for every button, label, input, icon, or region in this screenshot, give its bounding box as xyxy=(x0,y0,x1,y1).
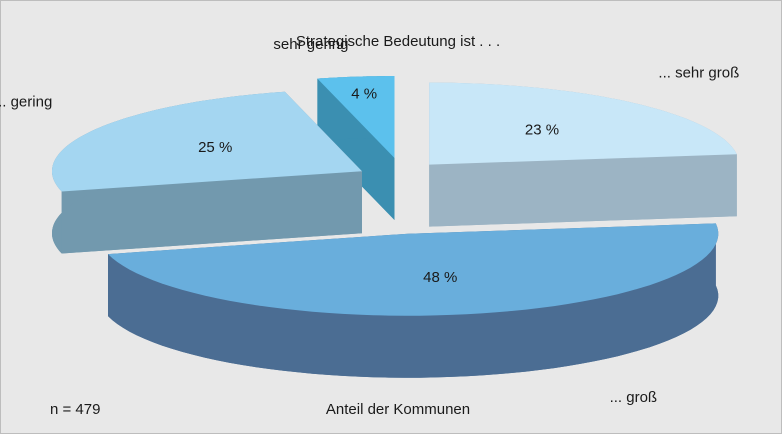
slice xyxy=(429,82,737,227)
category-label: sehr gering xyxy=(273,36,348,53)
slice xyxy=(108,223,719,378)
sample-size: n = 479 xyxy=(50,401,100,418)
category-label: ... groß xyxy=(610,389,658,406)
value-label: 25 % xyxy=(198,139,232,156)
value-label: 4 % xyxy=(351,86,377,103)
chart-title: Strategische Bedeutung ist . . . xyxy=(296,33,500,50)
slice-side xyxy=(108,223,719,378)
category-label: ... sehr groß xyxy=(658,65,739,82)
x-axis-label: Anteil der Kommunen xyxy=(326,401,470,418)
slice-wall xyxy=(429,154,737,227)
value-label: 48 % xyxy=(423,269,457,286)
slice-top xyxy=(52,91,362,192)
slice xyxy=(52,91,362,254)
slice-top xyxy=(317,76,395,158)
slice-wall xyxy=(61,171,362,254)
category-label: ... gering xyxy=(0,93,52,110)
slice-top xyxy=(429,82,737,165)
value-label: 23 % xyxy=(525,122,559,139)
slice-top xyxy=(108,223,719,316)
